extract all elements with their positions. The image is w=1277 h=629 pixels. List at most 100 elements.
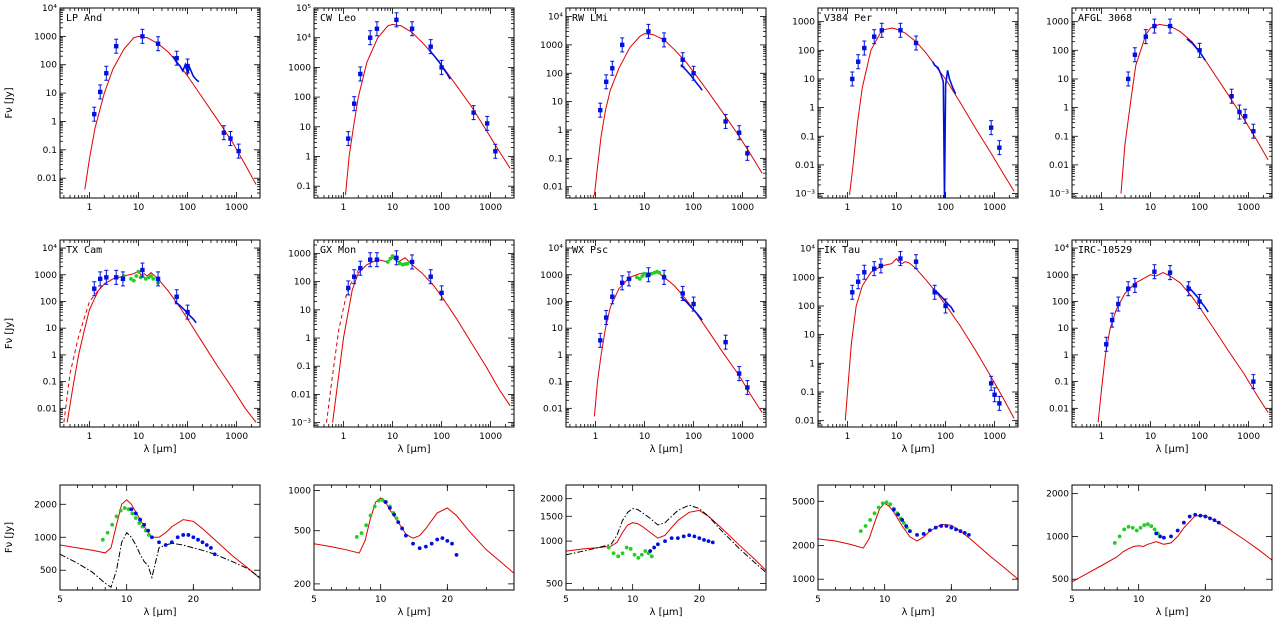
x-tick-label: 10	[387, 203, 399, 213]
y-tick-label: 10⁴	[548, 13, 563, 23]
photometry-point	[850, 290, 855, 295]
plot-frame	[565, 7, 767, 199]
y-tick-label: 1000	[288, 63, 311, 73]
lws-spectrum-line	[932, 61, 957, 198]
photometry-point	[603, 79, 609, 85]
model-sed-line	[593, 33, 763, 196]
y-tick-label: 10	[804, 75, 816, 85]
plot-area	[345, 12, 511, 196]
photometry-point	[140, 34, 145, 39]
model-sed-line	[849, 27, 1015, 195]
iras-lrs-point	[900, 518, 905, 522]
y-tick-label: 1	[51, 351, 57, 361]
y-tick-label: 1	[1063, 351, 1069, 361]
y-tick-label: 100	[546, 69, 563, 79]
photometry-point	[228, 136, 233, 141]
x-tick-label: 1	[87, 203, 93, 213]
y-tick-label: 1000	[1046, 532, 1069, 542]
y-tick-label: 100	[40, 297, 57, 307]
iras-lrs-point	[417, 546, 422, 551]
photometry-point	[680, 57, 685, 62]
panel-2-3: 1 10 100 1000 0.01 0.1 1 10 100 1000 10⁴ WX Psc λ [μ…	[540, 239, 767, 455]
iras-lrs-point	[1154, 531, 1159, 536]
photometry-point	[367, 35, 373, 40]
iso-sws-point	[1134, 528, 1139, 533]
photometry-point	[1237, 109, 1242, 115]
iras-lrs-point	[133, 511, 138, 516]
panel-title: IK Tau	[824, 245, 860, 256]
panel-1-4: 1 10 100 1000 10⁻³ 0.01 0.1 1 10 100 1000 V384 Per	[792, 7, 1019, 213]
photometry-point	[610, 66, 615, 71]
photometry-point	[680, 291, 685, 296]
panel-title: IRC-10529	[1078, 245, 1132, 256]
iso-sws-point	[880, 501, 885, 506]
y-tick-label: 0.1	[801, 132, 815, 142]
y-tick-label: 1000	[34, 32, 57, 42]
iras-lrs-point	[1162, 535, 1166, 540]
plot-area	[326, 250, 511, 423]
y-tick-label: 100	[1052, 297, 1069, 307]
y-tick-label: 1000	[1046, 18, 1069, 28]
y-tick-label: 1000	[540, 537, 563, 547]
x-tick-label: 10	[627, 595, 639, 605]
photometry-point	[409, 259, 415, 265]
plot-area	[1072, 512, 1272, 583]
photometry-point	[1186, 286, 1191, 291]
y-tick-label: 2000	[540, 495, 563, 505]
iras-lrs-point	[939, 524, 944, 528]
photometry-point	[1125, 76, 1131, 82]
iso-sws-point	[643, 549, 648, 553]
y-tick-label: 10	[1058, 324, 1070, 334]
iras-lrs-point	[208, 545, 213, 550]
x-tick-label: 5	[815, 595, 821, 605]
y-tick-label: 0.1	[801, 388, 815, 398]
iso-sws-point	[639, 552, 644, 557]
iras-lrs-point	[927, 528, 932, 533]
iso-sws-point	[1117, 534, 1122, 539]
x-tick-label: 1	[1099, 203, 1105, 213]
photometry-point	[1152, 23, 1157, 29]
iras-lrs-point	[445, 538, 450, 543]
iso-sws-point	[628, 547, 633, 551]
x-axis-label: λ [μm]	[649, 444, 682, 455]
y-tick-label: 200	[294, 580, 311, 590]
iso-sws-point	[105, 530, 110, 535]
photometry-point	[428, 274, 433, 279]
panel-2-2: 1 10 100 1000 10⁻³ 0.01 0.1 1 10 100 1000 GX Mon λ […	[288, 239, 515, 455]
y-tick-label: 2000	[792, 542, 815, 552]
iras-lrs-point	[949, 525, 954, 530]
iras-lrs-point	[962, 531, 967, 535]
y-tick-label: 500	[40, 566, 57, 576]
x-tick-label: 1	[593, 432, 599, 442]
y-tick-label: 1	[557, 351, 563, 361]
lws-spectrum-line	[1186, 284, 1209, 313]
photometry-point	[862, 45, 867, 51]
iso-sws-point	[616, 554, 621, 559]
x-tick-label: 10	[1133, 595, 1145, 605]
model-sed-line	[314, 497, 514, 574]
iras-lrs-point	[669, 536, 674, 541]
iso-sws-point	[872, 511, 877, 516]
y-tick-label: 500	[1052, 575, 1069, 585]
iso-sws-point	[137, 521, 142, 525]
y-tick-label: 1	[305, 152, 311, 162]
x-axis-label: λ [μm]	[397, 444, 430, 455]
x-axis-label: λ [μm]	[143, 607, 176, 618]
photometry-point	[1229, 94, 1234, 99]
iso-sws-point	[354, 534, 359, 539]
iso-sws-point	[635, 275, 639, 280]
y-tick-label: 10⁻³	[795, 190, 815, 200]
iras-lrs-point	[1216, 520, 1221, 525]
photometry-point	[913, 259, 919, 264]
x-tick-label: 5	[311, 595, 317, 605]
photometry-point	[661, 275, 667, 280]
iso-sws-point	[636, 556, 641, 560]
y-tick-label: 0.01	[795, 161, 815, 171]
photometry-point	[723, 119, 728, 124]
y-tick-label: 2000	[1046, 490, 1069, 500]
x-tick-label: 100	[433, 203, 450, 213]
x-axis-label: λ [μm]	[397, 607, 430, 618]
y-tick-label: 0.1	[1055, 378, 1069, 388]
y-axis-label: Fν [Jy]	[4, 318, 15, 349]
x-tick-label: 5	[1069, 595, 1075, 605]
